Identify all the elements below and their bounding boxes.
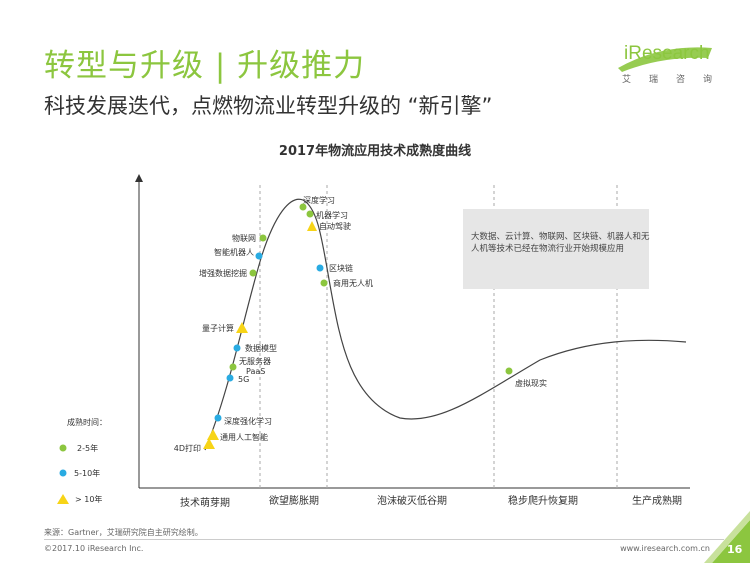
logo-swoosh [618, 47, 712, 72]
point-marker [299, 203, 307, 211]
copyright: ©2017.10 iResearch Inc. [44, 544, 144, 553]
annotation-text: 大数据、云计算、物联网、区块链、机器人和无 人机等技术已经在物流行业开始规模应用 [471, 231, 652, 254]
point-label: 深度强化学习 [224, 416, 272, 426]
annotation-box [463, 209, 649, 289]
point-marker [259, 234, 267, 242]
phase-label: 欲望膨胀期 [269, 494, 319, 507]
footer-divider [44, 539, 724, 540]
hype-curve [204, 198, 687, 451]
logo-tag-char: 询 [702, 75, 712, 85]
point-marker [505, 367, 513, 375]
point-marker [203, 438, 215, 449]
chart-title: 2017年物流应用技术成熟度曲线 [278, 144, 472, 159]
page-subtitle: 科技发展迭代，点燃物流业转型升级的 “新引擎” [44, 94, 493, 118]
page-number: 16 [727, 543, 743, 556]
point-label: 深度学习 [303, 195, 335, 205]
point-label: 自动驾驶 [319, 221, 351, 231]
point-label: PaaS [246, 367, 265, 376]
website-link[interactable]: www.iresearch.com.cn [620, 544, 710, 553]
point-label: 物联网 [232, 233, 256, 243]
legend-title: 成熟时间： [67, 417, 107, 427]
legend-marker-green [59, 444, 67, 452]
logo-tag-char: 瑞 [648, 75, 658, 85]
point-marker [226, 374, 234, 382]
point-label: 智能机器人 [214, 247, 254, 257]
point-label: 区块链 [329, 263, 353, 273]
point-marker [306, 210, 314, 218]
point-label: 虚拟现实 [515, 378, 547, 388]
page-title: 转型与升级 | 升级推力 [44, 48, 366, 84]
y-axis-arrow [135, 174, 143, 182]
logo-tag-char: 艾 [622, 75, 632, 85]
source-note: 来源：Gartner，艾瑞研究院自主研究绘制。 [44, 528, 203, 537]
legend-marker-yellow [57, 494, 69, 504]
point-marker [207, 429, 219, 440]
point-marker [214, 414, 222, 422]
legend-label: > 10年 [75, 494, 102, 504]
phase-label: 泡沫破灭低谷期 [377, 494, 447, 507]
point-marker [229, 363, 237, 371]
point-label: 商用无人机 [333, 278, 373, 288]
logo-tagline: 艾 瑞 咨 询 [622, 72, 712, 85]
point-marker [236, 322, 248, 333]
logo-tag-char: 咨 [675, 75, 685, 85]
corner-accent-light [704, 511, 750, 563]
point-marker [316, 264, 324, 272]
legend-label: 5-10年 [74, 468, 100, 478]
point-label: 增强数据挖掘 [199, 268, 247, 278]
legend-label: 2-5年 [77, 443, 98, 453]
point-label: 4D打印 [174, 443, 201, 453]
phase-label: 生产成熟期 [632, 494, 682, 507]
phase-label: 稳步爬升恢复期 [508, 494, 578, 507]
point-marker [255, 252, 263, 260]
point-label: 机器学习 [316, 210, 348, 220]
point-marker [307, 221, 317, 231]
point-label: 数据模型 [245, 343, 277, 353]
point-label: 量子计算 [202, 323, 234, 333]
point-marker [233, 344, 241, 352]
point-label: 5G [238, 375, 249, 384]
phase-label: 技术萌芽期 [180, 496, 230, 509]
point-marker [320, 279, 328, 287]
point-marker [249, 269, 257, 277]
point-label: 无服务器 [239, 356, 271, 366]
legend-marker-blue [59, 469, 67, 477]
point-label: 通用人工智能 [220, 432, 268, 442]
